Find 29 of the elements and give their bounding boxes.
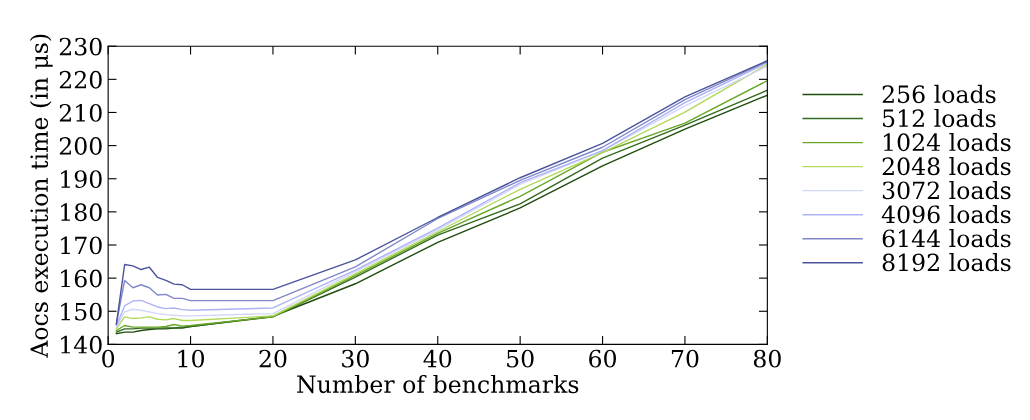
y-tick-label: 230	[59, 37, 102, 56]
x-tick-label: 40	[423, 349, 452, 368]
x-tick-label: 60	[589, 349, 616, 368]
legend-label: 8192 loads	[882, 253, 1011, 272]
legend-label: 4096 loads	[881, 205, 1011, 224]
x-axis-title: Number of benchmarks	[297, 374, 579, 394]
y-axis-title: Aocs execution time (in μs)	[29, 34, 53, 358]
legend-label: 256 loads	[882, 84, 996, 104]
y-tick-label: 190	[61, 170, 102, 189]
legend-label: 6144 loads	[882, 229, 1011, 248]
x-tick-label: 80	[753, 349, 781, 368]
y-tick-label: 220	[59, 70, 102, 89]
y-tick-label: 200	[59, 137, 102, 155]
y-tick-label: 140	[61, 335, 102, 354]
y-tick-label: 160	[61, 269, 102, 288]
x-tick-label: 70	[671, 349, 699, 368]
x-tick-label: 50	[507, 349, 534, 368]
y-tick-label: 150	[61, 302, 102, 321]
legend-label: 512 loads	[883, 108, 996, 128]
x-tick-label: 30	[342, 349, 369, 368]
legend-label: 3072 loads	[882, 180, 1011, 200]
y-tick-label: 180	[61, 203, 102, 222]
x-tick-label: 0	[102, 349, 115, 368]
y-tick-label: 170	[61, 236, 102, 255]
x-tick-label: 20	[259, 349, 287, 368]
x-tick-label: 10	[178, 349, 204, 368]
legend-label: 1024 loads	[883, 132, 1011, 152]
legend-label: 2048 loads	[882, 156, 1011, 176]
y-tick-label: 210	[59, 103, 102, 122]
